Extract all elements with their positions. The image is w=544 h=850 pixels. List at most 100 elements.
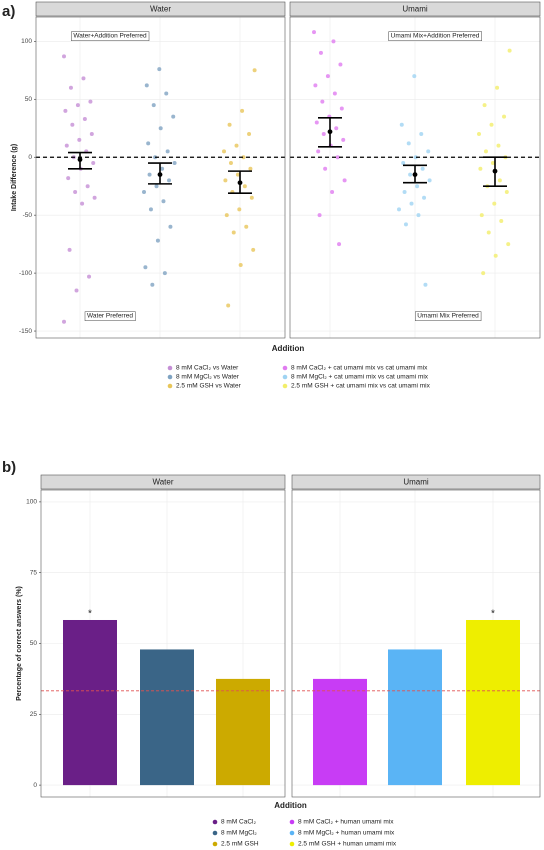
legend-label: 2.5 mM GSH + human umami mix <box>298 841 397 848</box>
y-tick-label: 100 <box>21 38 32 45</box>
panel-label: b) <box>2 459 16 476</box>
legend-label: 8 mM MgCl₂ <box>221 830 257 837</box>
legend-swatch <box>167 365 173 371</box>
legend-swatch <box>282 383 288 389</box>
data-point <box>412 74 417 79</box>
data-point <box>493 253 498 258</box>
legend-swatch <box>282 365 288 371</box>
data-point <box>402 189 407 194</box>
panel-border <box>289 16 541 339</box>
data-point <box>409 201 414 206</box>
annotation-box <box>84 311 136 321</box>
data-point <box>499 218 504 223</box>
facet-title: Water <box>152 478 173 487</box>
y-tick-label: -150 <box>19 328 32 335</box>
data-point <box>478 166 483 171</box>
data-point <box>237 207 242 212</box>
data-point <box>62 54 66 59</box>
data-point <box>399 122 404 127</box>
data-point <box>504 189 509 194</box>
data-point <box>477 132 481 137</box>
data-point <box>164 91 169 96</box>
data-point <box>80 201 85 206</box>
legend-label: 8 mM CaCl₂ vs Water <box>176 365 239 372</box>
data-point <box>492 201 497 206</box>
data-point <box>87 274 92 279</box>
facet-strip <box>291 474 541 490</box>
annotation-box <box>415 311 482 321</box>
x-axis-title: Addition <box>274 801 307 810</box>
annotation: Umami Mix+Addition Preferred <box>391 33 480 40</box>
data-point <box>320 99 325 104</box>
data-point <box>323 166 328 171</box>
bar <box>313 678 367 786</box>
data-point <box>312 30 316 35</box>
facet-title: Umami <box>403 478 429 487</box>
mean-point <box>77 157 83 162</box>
data-point <box>483 149 488 154</box>
data-point <box>171 114 176 119</box>
data-point <box>64 143 69 148</box>
data-point <box>73 189 78 194</box>
data-point <box>479 213 484 218</box>
data-point <box>481 271 486 276</box>
data-point <box>223 178 228 183</box>
data-point <box>67 247 72 252</box>
data-point <box>342 178 347 183</box>
data-point <box>226 303 231 308</box>
panel-border <box>40 489 286 798</box>
legend-label: 8 mM MgCl₂ + human umami mix <box>298 830 395 837</box>
data-point <box>244 224 249 229</box>
data-point <box>146 141 151 146</box>
data-point <box>317 213 322 218</box>
legend-label: 2.5 mM GSH + cat umami mix vs cat umami … <box>291 383 431 390</box>
bar <box>63 619 117 786</box>
y-tick-label: -50 <box>23 212 33 219</box>
facet-title: Water <box>150 5 171 14</box>
annotation-box <box>71 31 150 41</box>
data-point <box>420 166 425 171</box>
legend-label: 2.5 mM GSH vs Water <box>176 383 242 390</box>
data-point <box>325 74 330 79</box>
data-point <box>92 195 97 200</box>
data-point <box>235 172 240 177</box>
legend-label: 8 mM MgCl₂ + cat umami mix vs cat umami … <box>291 374 429 381</box>
data-point <box>506 242 511 247</box>
data-point <box>142 189 146 194</box>
y-tick-label: 0 <box>33 782 37 789</box>
legend-label: 8 mM CaCl₂ + cat umami mix vs cat umami … <box>291 365 428 372</box>
facet-title: Umami <box>402 5 428 14</box>
data-point <box>63 108 68 113</box>
data-point <box>413 155 418 160</box>
data-point <box>415 184 420 189</box>
y-tick-label: 100 <box>26 499 37 506</box>
data-point <box>251 247 256 252</box>
data-point <box>423 282 428 287</box>
data-point <box>89 132 94 137</box>
data-point <box>222 149 226 154</box>
panel-label: a) <box>2 3 15 20</box>
bar <box>388 649 442 786</box>
mean-point <box>492 168 498 174</box>
data-point <box>231 230 236 235</box>
data-point <box>334 126 339 131</box>
data-point <box>422 195 427 200</box>
data-point <box>224 213 229 218</box>
legend-swatch <box>289 830 295 836</box>
data-point <box>172 161 177 166</box>
data-point <box>85 184 90 189</box>
data-point <box>335 155 340 160</box>
data-point <box>66 176 71 181</box>
data-point <box>313 83 318 88</box>
bar <box>140 649 194 786</box>
mean-point <box>327 129 333 135</box>
legend-swatch <box>289 841 295 847</box>
data-point <box>81 76 86 81</box>
data-point <box>341 137 346 142</box>
data-point <box>427 178 432 183</box>
significance: * <box>491 609 495 620</box>
data-point <box>330 189 335 194</box>
data-point <box>227 122 232 127</box>
data-point <box>168 224 173 229</box>
annotation-box <box>388 31 482 41</box>
